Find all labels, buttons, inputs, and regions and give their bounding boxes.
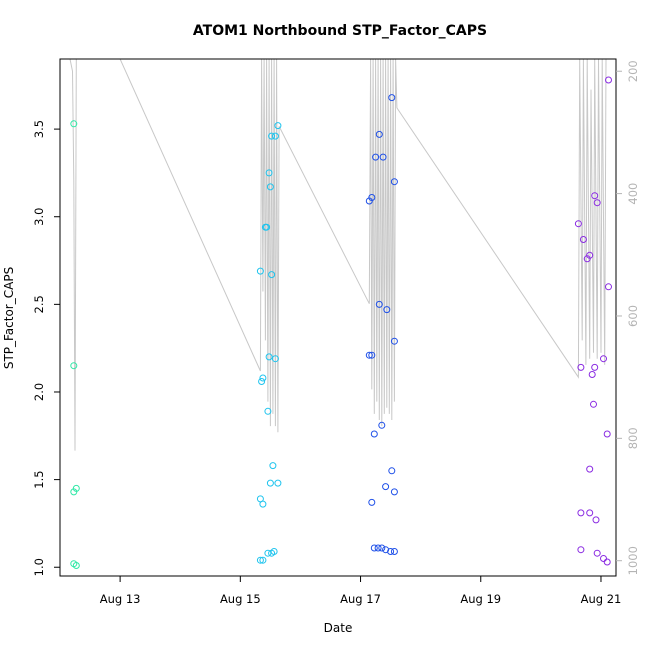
data-point-s2-16 bbox=[266, 479, 274, 487]
data-point-s3-23 bbox=[387, 548, 395, 555]
data-point-s4-1 bbox=[605, 76, 612, 84]
data-point-s4-19 bbox=[577, 546, 585, 554]
data-point-s3-4 bbox=[379, 153, 387, 161]
data-point-s2-5 bbox=[263, 223, 271, 231]
data-point-s1-2 bbox=[70, 362, 78, 370]
data-point-s1-1 bbox=[70, 120, 78, 128]
x-tick-label: Aug 19 bbox=[460, 592, 501, 606]
data-point-s4-15 bbox=[586, 465, 594, 473]
y2-tick-label: 800 bbox=[626, 427, 640, 449]
data-point-s3-9 bbox=[383, 306, 391, 314]
data-point-s4-11 bbox=[600, 355, 607, 363]
x-axis-label: Date bbox=[324, 621, 353, 635]
y-tick-label: 1.5 bbox=[32, 470, 46, 488]
x-tick-label: Aug 21 bbox=[581, 592, 622, 606]
data-point-s4-2 bbox=[591, 192, 599, 200]
data-point-s2-19 bbox=[259, 500, 267, 508]
data-point-s4-9 bbox=[577, 363, 585, 371]
points-layer bbox=[70, 76, 612, 569]
data-point-s2-20 bbox=[256, 556, 264, 564]
data-point-s2-21 bbox=[259, 556, 267, 564]
data-point-s3-7 bbox=[365, 197, 373, 205]
data-point-s4-18 bbox=[592, 516, 600, 524]
y-axis-label: STP_Factor_CAPS bbox=[2, 267, 16, 369]
data-point-s2-2 bbox=[258, 378, 266, 385]
axes-layer: 1.0 1.5 2.0 2.5 3.0 3.5 200 400 600 800 1000 Aug 13… bbox=[32, 58, 640, 606]
data-point-s2-9 bbox=[266, 183, 274, 191]
y-tick-label: 1.0 bbox=[32, 558, 46, 576]
data-point-s4-4 bbox=[574, 220, 582, 228]
data-point-s3-11 bbox=[365, 351, 373, 359]
data-point-s3-17 bbox=[390, 488, 398, 496]
data-point-s3-13 bbox=[378, 421, 386, 429]
data-point-s3-18 bbox=[368, 498, 376, 506]
data-point-s3-1 bbox=[388, 94, 396, 102]
data-point-s4-5 bbox=[579, 236, 587, 243]
data-point-s3-14 bbox=[370, 430, 378, 438]
data-point-s4-14 bbox=[603, 430, 611, 438]
data-point-s2-15 bbox=[269, 462, 277, 470]
y-tick-label: 3.5 bbox=[32, 120, 46, 138]
data-point-s2-22 bbox=[264, 549, 272, 557]
data-point-s4-16 bbox=[577, 509, 585, 517]
data-point-s3-8 bbox=[375, 300, 383, 308]
data-point-s2-13 bbox=[274, 122, 282, 130]
y2-tick-label: 600 bbox=[626, 305, 640, 327]
data-point-s4-10 bbox=[591, 363, 599, 371]
y2-tick-label: 400 bbox=[626, 183, 640, 205]
data-point-s3-16 bbox=[382, 483, 390, 491]
data-point-s2-1 bbox=[256, 267, 264, 275]
data-point-s2-24 bbox=[270, 548, 278, 555]
data-point-s2-6 bbox=[264, 407, 272, 415]
overlay-line-layer bbox=[69, 59, 611, 451]
data-point-s4-3 bbox=[593, 199, 601, 207]
data-point-s4-12 bbox=[588, 371, 596, 378]
data-point-s3-15 bbox=[388, 467, 396, 475]
data-point-s3-24 bbox=[390, 548, 398, 555]
data-point-s3-3 bbox=[372, 153, 380, 161]
x-tick-label: Aug 13 bbox=[100, 592, 141, 606]
data-point-s4-21 bbox=[600, 555, 607, 562]
overlay-line bbox=[69, 59, 611, 451]
data-point-s3-2 bbox=[375, 130, 383, 138]
data-point-s4-17 bbox=[586, 509, 594, 517]
x-tick-label: Aug 17 bbox=[340, 592, 381, 606]
data-point-s2-8 bbox=[265, 169, 273, 177]
data-point-s1-4 bbox=[72, 484, 80, 492]
data-point-s2-7 bbox=[265, 353, 273, 361]
data-point-s2-10 bbox=[268, 271, 276, 279]
data-point-s3-12 bbox=[368, 351, 376, 359]
data-point-s4-22 bbox=[603, 558, 611, 566]
data-point-s4-13 bbox=[590, 400, 597, 408]
data-point-s2-11 bbox=[268, 132, 276, 140]
x-tick-label: Aug 15 bbox=[220, 592, 261, 606]
data-point-s3-5 bbox=[390, 178, 398, 186]
data-point-s3-21 bbox=[378, 544, 386, 552]
plot-border bbox=[59, 58, 617, 577]
data-point-s3-19 bbox=[370, 544, 378, 552]
data-point-s2-3 bbox=[259, 374, 267, 382]
y2-tick-label: 200 bbox=[626, 60, 640, 82]
data-point-s3-20 bbox=[374, 544, 382, 552]
y-tick-label: 2.5 bbox=[32, 295, 46, 313]
data-point-s4-7 bbox=[583, 255, 591, 263]
data-point-s4-20 bbox=[593, 549, 601, 557]
data-point-s1-6 bbox=[72, 562, 80, 569]
y2-tick-label: 1000 bbox=[626, 546, 640, 575]
data-point-s2-12 bbox=[271, 132, 279, 140]
y-tick-label: 2.0 bbox=[32, 383, 46, 401]
data-point-s2-17 bbox=[274, 479, 282, 487]
data-point-s4-8 bbox=[605, 283, 612, 291]
chart-title: ATOM1 Northbound STP_Factor_CAPS bbox=[193, 23, 487, 39]
y-tick-label: 3.0 bbox=[32, 208, 46, 226]
data-point-s3-10 bbox=[390, 337, 398, 345]
data-point-s2-14 bbox=[271, 355, 279, 363]
